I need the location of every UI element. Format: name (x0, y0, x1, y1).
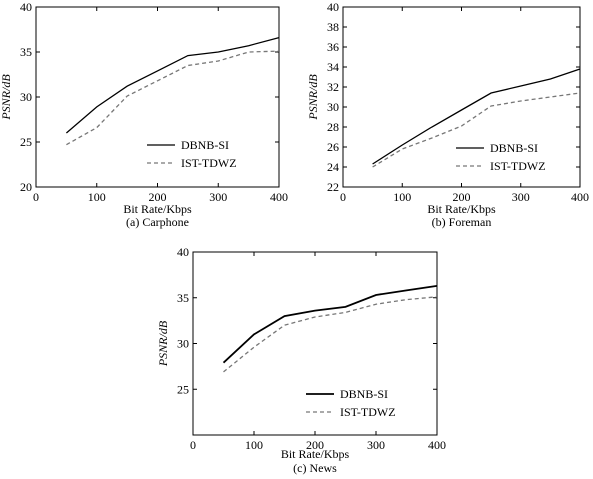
series-line-ist-tdwz (66, 50, 280, 146)
x-tick-label: 0 (33, 190, 39, 204)
y-tick-label: 26 (327, 140, 339, 154)
y-tick-label: 36 (327, 40, 339, 54)
y-tick-label: 35 (177, 291, 189, 305)
series-line-dbnb-si (65, 36, 280, 134)
x-tick-label: 0 (340, 190, 346, 204)
x-tick-label: 100 (393, 190, 411, 204)
y-tick-label: 38 (327, 20, 339, 34)
x-tick-label: 300 (512, 190, 530, 204)
x-tick-label: 300 (367, 438, 385, 452)
chart-1: 0 100 200 300 400 20 25 30 35 40 Bit Rate/Kbps PSNR… (0, 0, 288, 229)
y-tick-label: 30 (177, 337, 189, 351)
chart-2: 0 100 200 300 400 22 24 26 28 30 32 34 36 38 40 Bit Rat… (306, 0, 589, 229)
x-tick-label: 200 (453, 190, 471, 204)
y-tick-label: 35 (20, 45, 32, 59)
y-tick-label: 22 (327, 180, 339, 194)
series-line-dbnb-si (222, 285, 438, 364)
x-axis-label: Bit Rate/Kbps (281, 447, 350, 461)
y-tick-label: 40 (177, 245, 189, 259)
y-tick-label: 28 (327, 120, 339, 134)
x-tick-label: 0 (190, 438, 196, 452)
y-tick-label: 24 (327, 160, 339, 174)
y-tick-label: 25 (177, 382, 189, 396)
x-tick-label: 200 (306, 438, 324, 452)
y-tick-label: 34 (327, 60, 339, 74)
y-tick-label: 20 (20, 180, 32, 194)
x-tick-label: 400 (428, 438, 446, 452)
series-line-ist-tdwz (372, 92, 581, 168)
chart-caption: (c) News (293, 461, 337, 475)
y-tick-label: 32 (327, 80, 339, 94)
series-line-dbnb-si (372, 68, 581, 165)
y-tick-label: 25 (20, 135, 32, 149)
legend-entry: DBNB-SI (490, 141, 538, 155)
chart-caption: (a) Carphone (126, 215, 189, 229)
x-axis-label: Bit Rate/Kbps (427, 202, 496, 216)
legend-entry: DBNB-SI (340, 387, 388, 401)
x-tick-label: 400 (571, 190, 589, 204)
y-tick-label: 40 (20, 0, 32, 14)
series-line-ist-tdwz (223, 296, 438, 373)
legend-entry: IST-TDWZ (181, 156, 237, 170)
legend-entry: DBNB-SI (181, 138, 229, 152)
plot-frame (192, 251, 438, 436)
legend-entry: IST-TDWZ (340, 405, 396, 419)
x-tick-label: 300 (209, 190, 227, 204)
legend-entry: IST-TDWZ (490, 159, 546, 173)
x-tick-label: 200 (149, 190, 167, 204)
y-tick-label: 40 (327, 0, 339, 14)
y-axis-label: PSNR/dB (156, 320, 170, 367)
y-tick-label: 30 (327, 100, 339, 114)
y-tick-label: 30 (20, 90, 32, 104)
y-axis-label: PSNR/dB (0, 74, 13, 121)
x-tick-label: 100 (88, 190, 106, 204)
y-axis-label: PSNR/dB (306, 74, 320, 121)
plot-frame (35, 6, 280, 188)
x-tick-label: 400 (270, 190, 288, 204)
x-axis-label: Bit Rate/Kbps (123, 202, 192, 216)
chart-3: 0 100 200 300 400 25 30 35 40 Bit Rate/Kbps PSNR/d… (156, 245, 446, 475)
x-tick-label: 100 (245, 438, 263, 452)
chart-caption: (b) Foreman (432, 215, 492, 229)
